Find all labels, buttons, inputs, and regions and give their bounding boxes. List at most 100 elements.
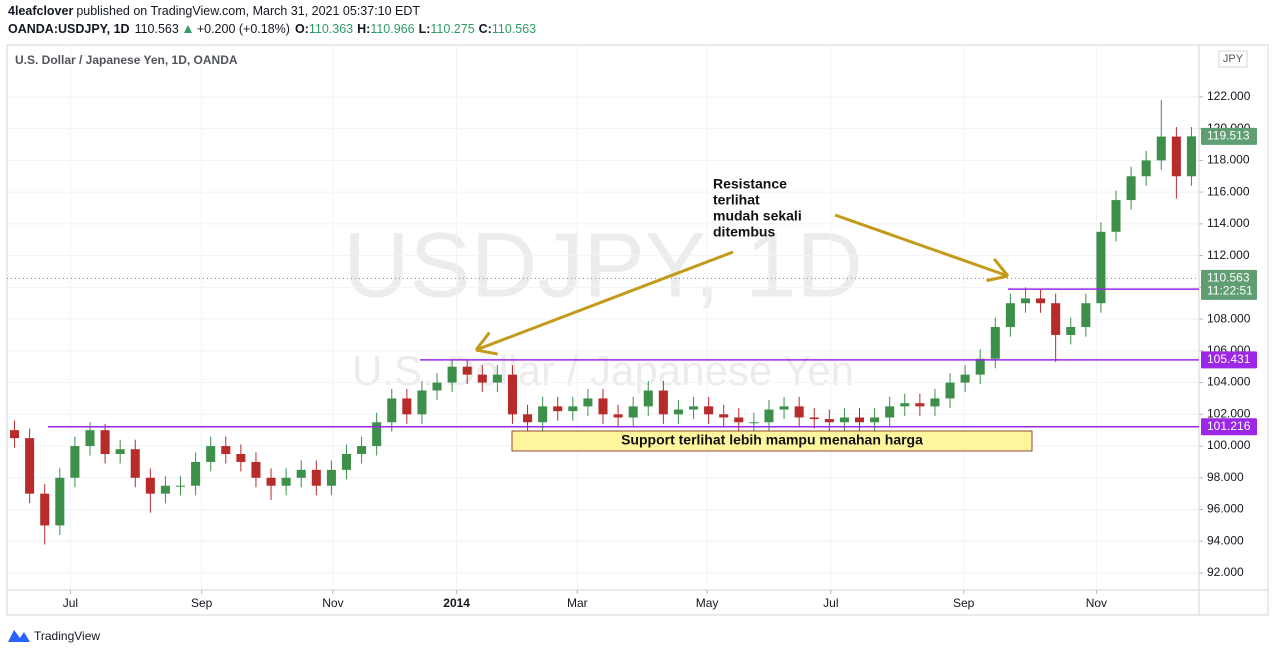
arrow-head <box>474 331 491 351</box>
candle-body <box>266 477 276 486</box>
candle-body <box>915 403 925 407</box>
candle-body <box>10 430 20 439</box>
candle-body <box>70 446 80 478</box>
x-tick-label: Sep <box>191 596 213 610</box>
candle-body <box>538 406 548 423</box>
ohlc-key: L: <box>418 22 431 36</box>
candle-body <box>130 449 140 478</box>
candle-body <box>1005 303 1015 328</box>
candle-body <box>643 390 653 407</box>
y-tick-label: 118.000 <box>1207 153 1250 167</box>
candle-body <box>583 398 593 407</box>
y-tick-label: 94.000 <box>1207 533 1244 547</box>
level-tag: 105.431 <box>1207 352 1251 366</box>
candle-body <box>1186 136 1196 177</box>
y-tick-label: 122.000 <box>1207 89 1251 103</box>
footer: TradingView <box>34 629 100 643</box>
resistance-note: terlihat <box>713 192 760 208</box>
candle-body <box>734 417 744 423</box>
resistance-note: Resistance <box>713 176 787 192</box>
y-tick-label: 96.000 <box>1207 502 1244 516</box>
candle-body <box>326 469 336 486</box>
publish-line: 4leafclover published on TradingView.com… <box>8 4 420 18</box>
ohlc-value: 110.363 <box>308 22 354 36</box>
last-price-tag-countdown: 11:22:51 <box>1207 284 1253 298</box>
candle-body <box>613 414 623 418</box>
candle-body <box>492 374 502 383</box>
last-price-tag-box <box>1201 269 1257 300</box>
candle-body <box>191 461 201 486</box>
candle-body <box>960 374 970 383</box>
candle-body <box>598 398 608 415</box>
candle-body <box>387 398 397 423</box>
annotation-arrow <box>834 213 1009 278</box>
candle-body <box>251 461 261 478</box>
arrow-head <box>986 274 1009 283</box>
candle-body <box>839 417 849 423</box>
footer-logo: TradingView <box>8 629 100 643</box>
ohlc-key: O: <box>294 22 309 36</box>
symbol: OANDA:USDJPY, 1D <box>8 22 130 36</box>
candle-body <box>357 446 367 454</box>
candle-body <box>945 382 955 399</box>
resistance-note: mudah sekali <box>713 208 802 224</box>
candle-body <box>402 398 412 415</box>
candle-body <box>930 398 940 407</box>
candle-body <box>296 469 306 478</box>
candle-body <box>885 406 895 418</box>
candle-body <box>704 406 714 415</box>
candle-body <box>1156 136 1166 161</box>
candle-body <box>1020 298 1031 304</box>
candle-body <box>432 382 442 391</box>
x-tick-label: Jul <box>63 596 78 610</box>
chart-frame <box>6 44 1269 616</box>
candle-body <box>85 430 95 447</box>
level-tag-box <box>1201 418 1257 436</box>
candle-body <box>568 406 578 412</box>
candle-body <box>447 366 457 383</box>
candle-body <box>523 414 533 423</box>
candle-body <box>749 422 759 424</box>
ohlc-value: 110.966 <box>370 22 415 36</box>
candle-body <box>673 409 683 415</box>
currency: JPY <box>1223 53 1244 65</box>
candle-body <box>145 477 155 494</box>
candle-body <box>160 485 170 494</box>
candle-body <box>719 414 729 418</box>
candle-body <box>236 453 246 462</box>
x-tick-label: Nov <box>1086 596 1107 610</box>
watermark: USDJPY, 1D <box>343 214 863 316</box>
level-tag-box <box>1201 351 1257 369</box>
candle-body <box>779 406 789 410</box>
y-tick-label: 114.000 <box>1207 216 1250 230</box>
candle-body <box>175 485 186 487</box>
candle-body <box>1111 200 1121 232</box>
symbol-line: OANDA:USDJPY, 1D 110.563 +0.200 (+0.18%)… <box>8 22 536 36</box>
y-tick-label: 92.000 <box>1207 565 1244 579</box>
x-tick-label: Jul <box>823 596 838 610</box>
x-tick-label: Mar <box>567 596 588 610</box>
support-note: Support terlihat lebih mampu menahan har… <box>621 432 923 448</box>
candle-body <box>206 446 216 462</box>
x-tick-label: Sep <box>953 596 975 610</box>
candle-body <box>1141 160 1151 177</box>
logo-icon <box>8 630 30 642</box>
watermark-subtitle: U.S. Dollar / Japanese Yen <box>352 347 854 394</box>
candle-body <box>1036 298 1046 304</box>
candle-body <box>1096 231 1106 304</box>
candle-body <box>115 449 125 454</box>
candle-body <box>689 406 699 410</box>
y-tick-label: 116.000 <box>1207 184 1250 198</box>
ohlc-key: H: <box>357 22 371 36</box>
annotation-arrow <box>475 250 734 352</box>
change: +0.200 (+0.18%) <box>196 22 290 36</box>
candle-body <box>824 419 834 423</box>
candle-body <box>311 469 321 486</box>
candle-body <box>1051 303 1061 335</box>
y-tick-label: 104.000 <box>1207 375 1251 389</box>
candle-body <box>25 438 35 494</box>
candle-body <box>553 406 563 412</box>
candle-body <box>1081 303 1091 328</box>
